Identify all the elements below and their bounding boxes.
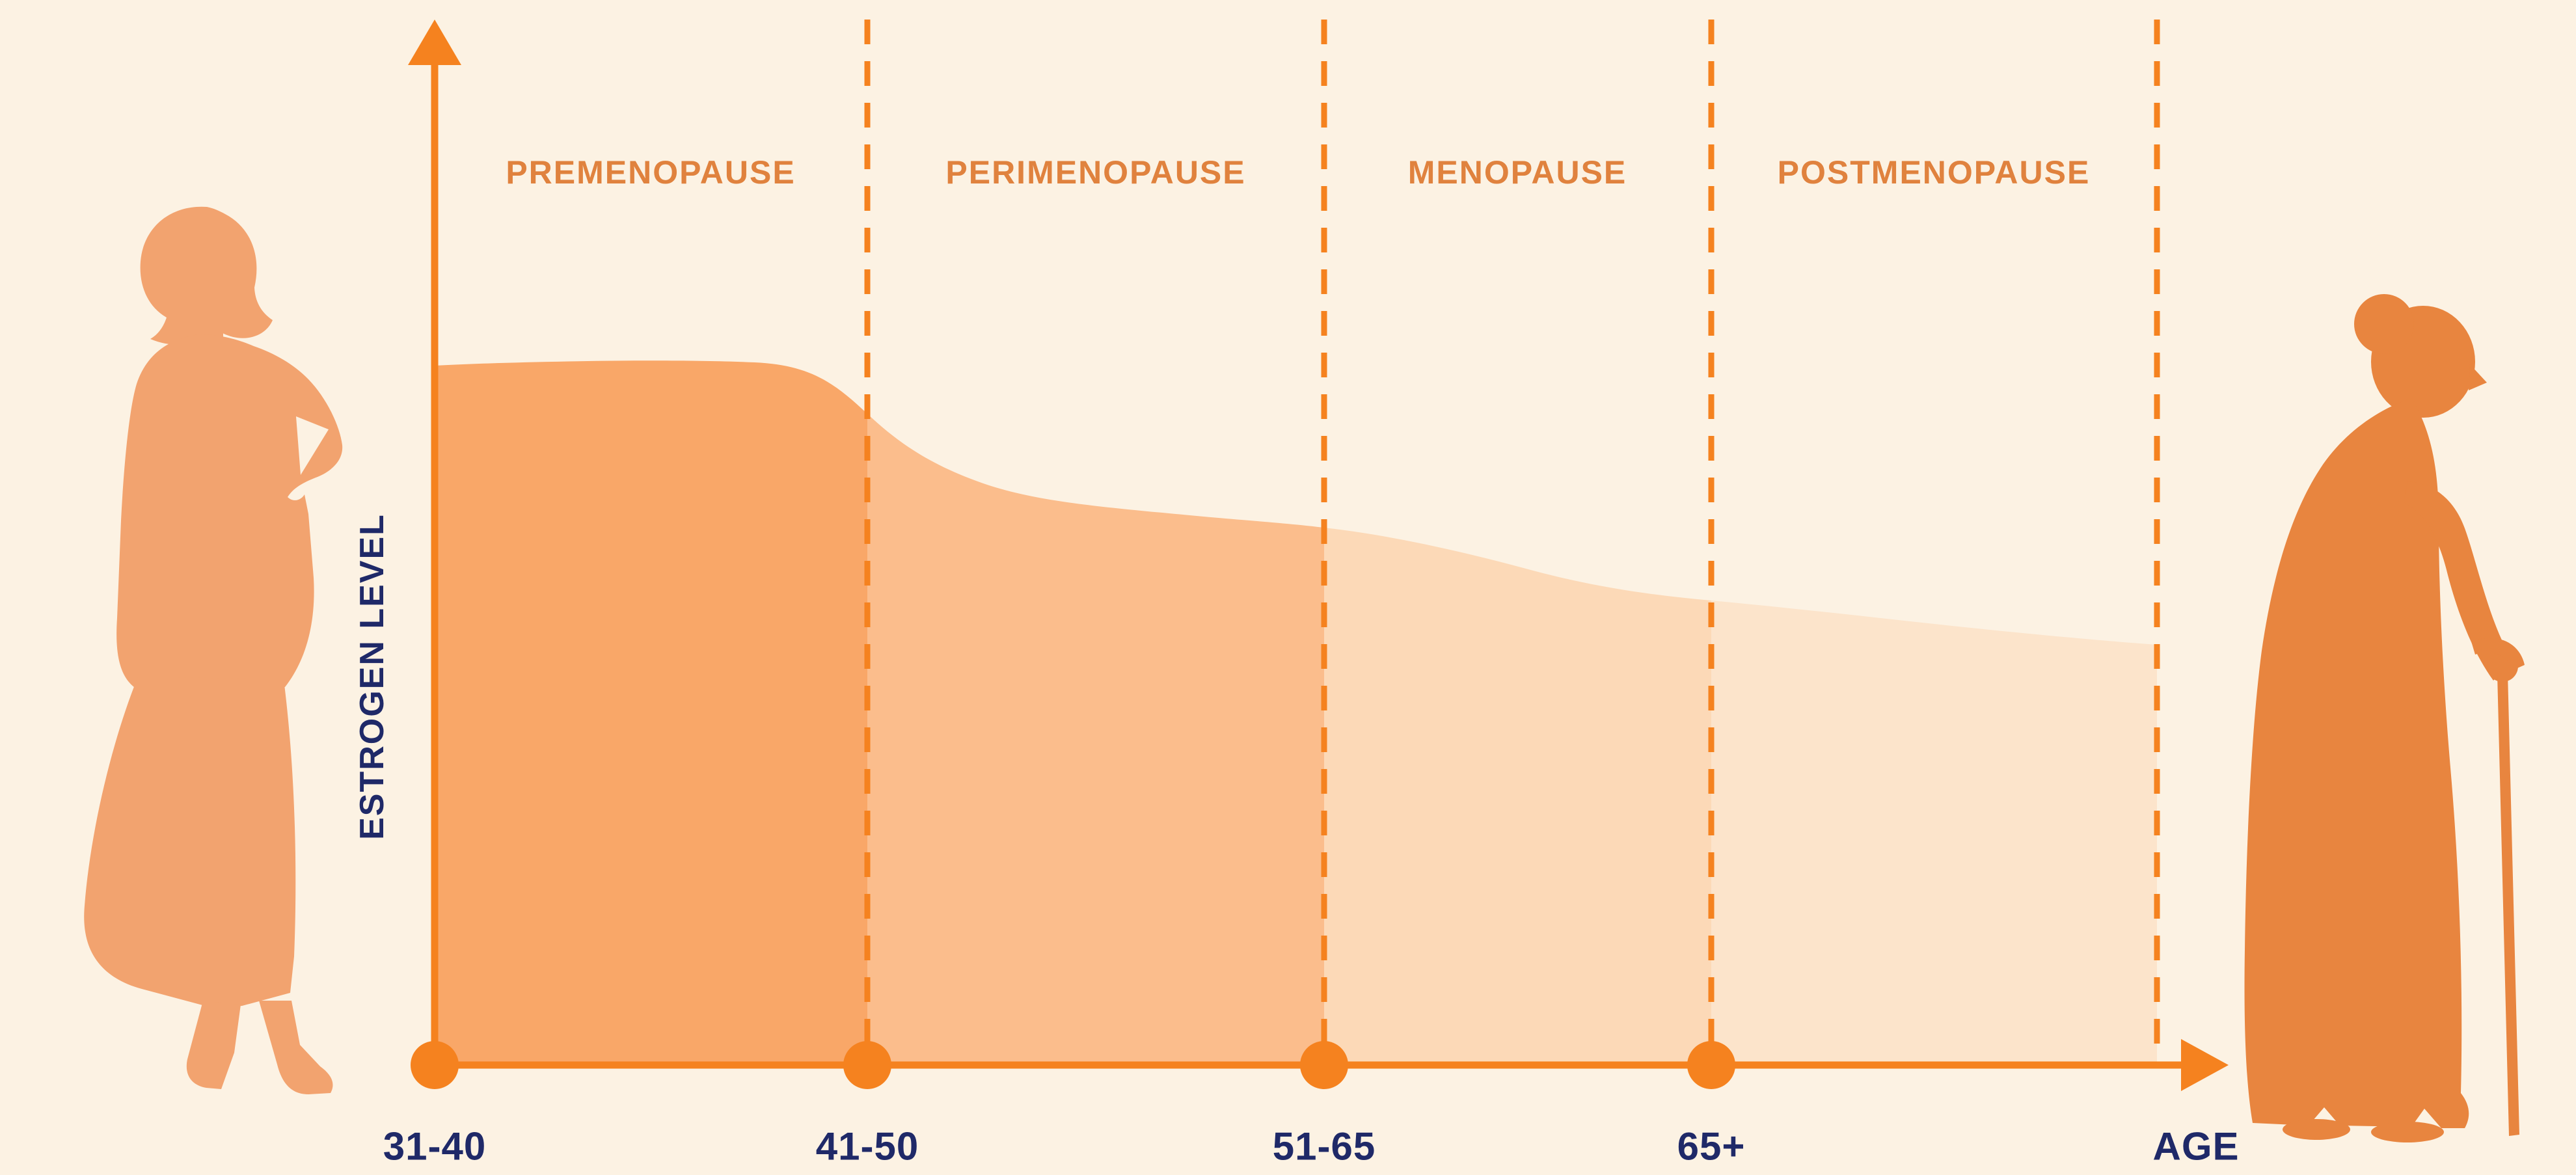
- old-woman-hair-bun: [2354, 294, 2414, 354]
- y-axis-title: ESTROGEN LEVEL: [353, 513, 391, 840]
- young-woman-silhouette: [84, 206, 343, 1094]
- old-woman-silhouette: [2244, 294, 2525, 1142]
- area-band-postmenopause: [1711, 601, 2157, 1063]
- area-band-menopause: [1324, 528, 1711, 1063]
- cane-handle: [2471, 638, 2525, 670]
- y-axis-arrow-icon: [408, 20, 461, 65]
- area-band-premenopause: [435, 360, 867, 1063]
- old-woman-right-foot: [2371, 1122, 2444, 1142]
- old-woman-left-foot: [2283, 1119, 2350, 1140]
- age-tick-31-40: 31-40: [383, 1124, 487, 1168]
- stage-label-menopause: MENOPAUSE: [1407, 154, 1627, 191]
- x-axis-arrow-icon: [2181, 1039, 2229, 1091]
- area-band-perimenopause: [867, 414, 1324, 1063]
- young-woman-right-shoe: [259, 1001, 333, 1094]
- young-woman-trousers: [84, 677, 296, 1008]
- axis-dot-41-50: [843, 1041, 891, 1089]
- young-woman-arm-gap: [296, 416, 329, 475]
- old-woman-arm: [2404, 481, 2513, 681]
- estrogen-area-bands: [435, 360, 2157, 1063]
- axis-dot-65plus: [1687, 1041, 1735, 1089]
- axis-dot-51-65: [1300, 1041, 1348, 1089]
- stage-label-postmenopause: POSTMENOPAUSE: [1777, 154, 2091, 191]
- stage-label-perimenopause: PERIMENOPAUSE: [945, 154, 1246, 191]
- age-tick-51-65: 51-65: [1272, 1124, 1376, 1168]
- age-tick-41-50: 41-50: [815, 1124, 919, 1168]
- stage-boundary-dashed-lines: [864, 20, 2160, 1060]
- young-woman-head: [140, 206, 273, 345]
- young-woman-torso-arm: [116, 334, 343, 687]
- cane-shaft: [2497, 673, 2519, 1136]
- x-axis-title: AGE: [2152, 1124, 2240, 1168]
- stage-label-premenopause: PREMENOPAUSE: [506, 154, 796, 191]
- axis-dot-31-40: [411, 1041, 459, 1089]
- age-tick-65plus: 65+: [1677, 1124, 1746, 1168]
- old-woman-body-dress: [2244, 398, 2469, 1128]
- young-woman-left-shoe: [186, 1001, 241, 1089]
- axes: [408, 20, 2229, 1091]
- old-woman-nose: [2469, 364, 2487, 390]
